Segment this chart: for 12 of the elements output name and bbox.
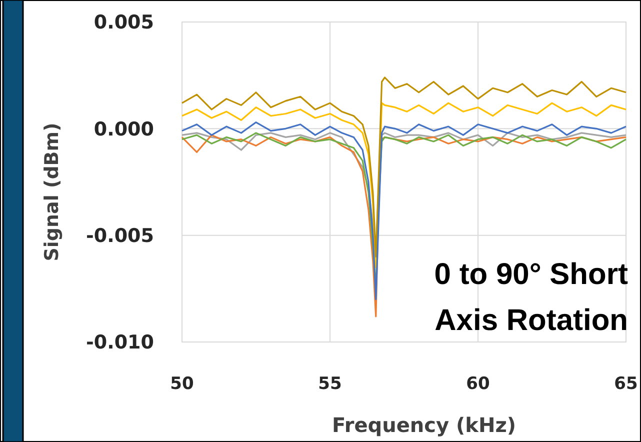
x-tick-label: 50: [170, 374, 194, 394]
x-axis-title: Frequency (kHz): [332, 413, 516, 437]
x-tick-label: 60: [466, 374, 490, 394]
y-tick-label: 0.000: [94, 118, 154, 140]
x-tick-label: 55: [318, 374, 342, 394]
y-tick-label: -0.005: [86, 224, 154, 247]
y-axis-title: Signal (dBm): [41, 122, 63, 262]
y-tick-label: -0.010: [86, 332, 154, 354]
x-tick-label: 65: [614, 374, 638, 394]
annotation: 0 to 90° Short Axis Rotation: [434, 258, 628, 337]
line-series: [181, 76, 627, 258]
y-tick-label: 0.005: [94, 12, 154, 34]
